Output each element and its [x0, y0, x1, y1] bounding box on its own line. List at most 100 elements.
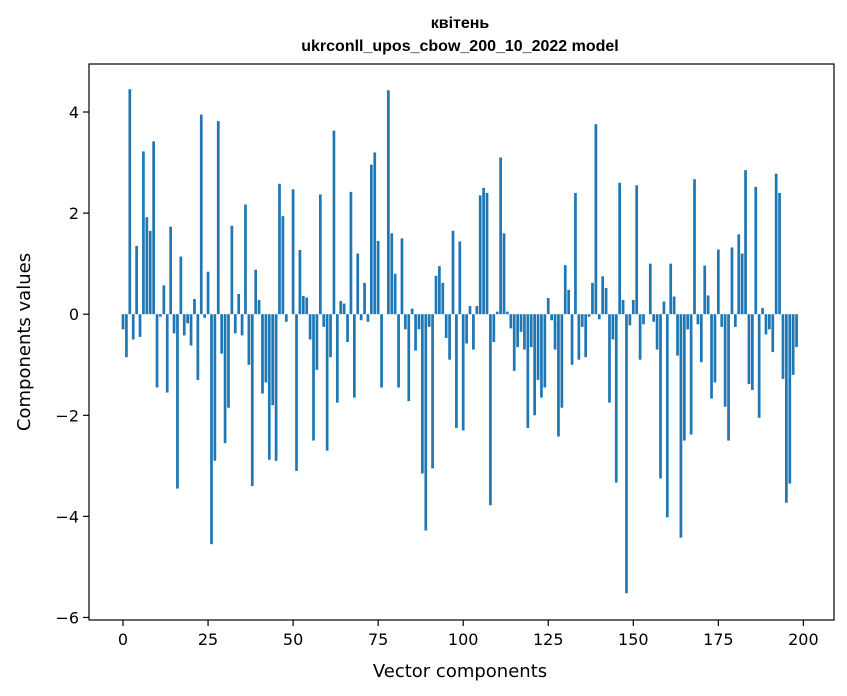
bar-24 [203, 314, 207, 318]
bar-146 [618, 182, 622, 315]
bar-36 [244, 204, 247, 315]
bar-134 [577, 314, 581, 360]
bar-139 [594, 124, 598, 315]
bar-143 [608, 314, 611, 403]
bar-173 [710, 314, 713, 399]
bar-192 [774, 173, 778, 315]
bar-92 [434, 275, 438, 315]
bar-107 [485, 192, 489, 315]
bar-64 [339, 301, 343, 315]
bar-91 [431, 314, 434, 469]
bar-128 [557, 314, 560, 437]
bar-58 [318, 194, 322, 315]
bar-19 [186, 314, 190, 324]
bar-3 [131, 314, 135, 340]
bar-39 [254, 269, 258, 315]
bar-116 [516, 314, 519, 348]
bar-193 [778, 192, 781, 315]
bar-17 [179, 256, 183, 315]
bar-172 [706, 295, 710, 315]
bar-56 [312, 314, 315, 441]
bar-129 [560, 314, 564, 408]
bar-153 [642, 314, 645, 325]
bar-106 [482, 187, 485, 315]
bar-63 [335, 314, 339, 403]
bar-12 [162, 285, 166, 315]
bar-89 [424, 314, 428, 531]
bar-138 [591, 282, 594, 315]
bar-9 [152, 141, 155, 315]
bar-117 [519, 314, 523, 332]
x-tick-label: 200 [788, 630, 819, 649]
bar-72 [366, 314, 370, 322]
bar-109 [492, 314, 496, 342]
bar-132 [570, 314, 574, 365]
bar-48 [284, 314, 288, 322]
bar-181 [737, 234, 741, 315]
bar-30 [223, 314, 227, 444]
bar-93 [438, 266, 441, 315]
chart-title: квітень [431, 15, 490, 32]
bar-125 [546, 298, 550, 315]
bar-176 [720, 314, 724, 327]
bar-18 [182, 314, 186, 336]
bar-151 [635, 185, 639, 315]
bar-76 [380, 314, 383, 388]
bar-98 [455, 314, 458, 428]
bar-8 [148, 230, 152, 315]
bar-23 [199, 114, 203, 315]
bar-84 [407, 314, 411, 402]
chart-subtitle: ukrconll_upos_cbow_200_10_2022 model [301, 38, 618, 55]
bar-119 [526, 314, 530, 428]
x-tick-label: 150 [618, 630, 649, 649]
bar-102 [468, 306, 472, 315]
bar-37 [247, 314, 251, 365]
bar-27 [213, 314, 217, 461]
bar-86 [414, 314, 417, 351]
bar-142 [604, 287, 608, 315]
bar-57 [315, 314, 319, 370]
bar-111 [499, 157, 502, 315]
bar-150 [631, 300, 635, 315]
bar-182 [740, 253, 744, 315]
bar-104 [475, 306, 479, 315]
bar-152 [638, 314, 642, 360]
bar-175 [716, 249, 720, 315]
bar-99 [458, 241, 462, 315]
bar-83 [404, 314, 407, 330]
bar-108 [489, 314, 492, 506]
bar-87 [417, 314, 421, 330]
bar-78 [387, 90, 390, 315]
bar-163 [676, 314, 679, 356]
x-tick-label: 50 [283, 630, 303, 649]
bar-136 [584, 314, 588, 358]
bar-122 [536, 314, 540, 380]
bar-70 [359, 314, 363, 321]
bar-156 [652, 314, 656, 322]
bar-158 [659, 314, 662, 479]
bar-85 [410, 308, 414, 315]
bar-113 [506, 311, 509, 315]
bar-170 [699, 314, 703, 363]
bar-43 [267, 314, 271, 460]
bar-162 [672, 296, 676, 315]
bar-100 [461, 314, 465, 431]
bar-41 [261, 314, 264, 394]
bar-141 [601, 276, 605, 315]
bar-155 [648, 263, 652, 315]
bar-53 [301, 296, 305, 315]
y-tick-label: 2 [69, 204, 79, 223]
bar-75 [376, 240, 380, 315]
bar-135 [580, 314, 584, 327]
bar-164 [679, 314, 683, 538]
bar-161 [669, 263, 673, 315]
bar-60 [325, 314, 329, 451]
bar-69 [356, 253, 360, 315]
bar-159 [662, 301, 666, 315]
bar-96 [448, 314, 451, 360]
bar-157 [655, 314, 659, 350]
bar-28 [216, 121, 220, 315]
x-axis-label: Vector components [373, 661, 547, 682]
bar-196 [788, 314, 792, 484]
